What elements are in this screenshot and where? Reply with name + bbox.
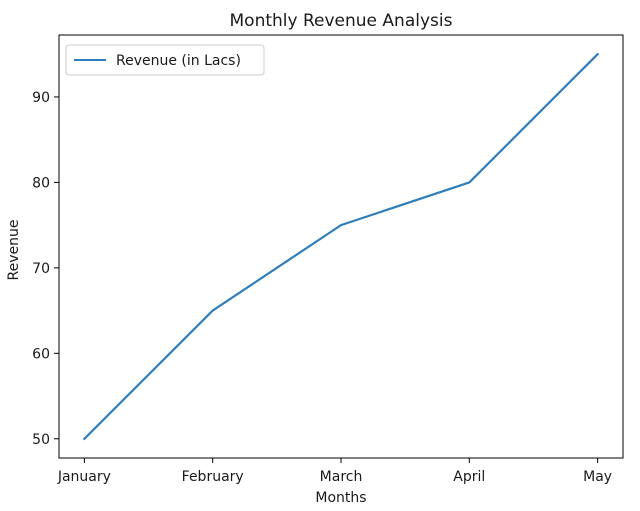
series-layer [82,52,600,441]
x-tick-label: March [320,469,363,485]
legend: Revenue (in Lacs) [65,44,265,76]
y-tick-label: 80 [32,175,50,191]
x-axis-label: Months [315,490,366,506]
plot-area-frame [58,34,624,459]
y-tick-label: 70 [32,261,50,277]
y-tick-label: 60 [32,346,50,362]
y-tick-label: 50 [32,432,50,448]
y-tick-label: 90 [32,90,50,106]
x-tick-label: May [583,469,612,485]
y-axis-label: Revenue [6,220,22,281]
x-tick-label: February [182,469,244,485]
legend-box [65,44,265,76]
chart-title: Monthly Revenue Analysis [230,11,453,31]
y-axis: 50 60 70 80 90 [32,90,59,448]
x-tick-label: January [57,469,111,485]
legend-label: Revenue (in Lacs) [116,53,241,69]
x-tick-label: April [453,469,485,485]
series-line [82,52,600,441]
x-axis: January February March April May [57,458,612,485]
